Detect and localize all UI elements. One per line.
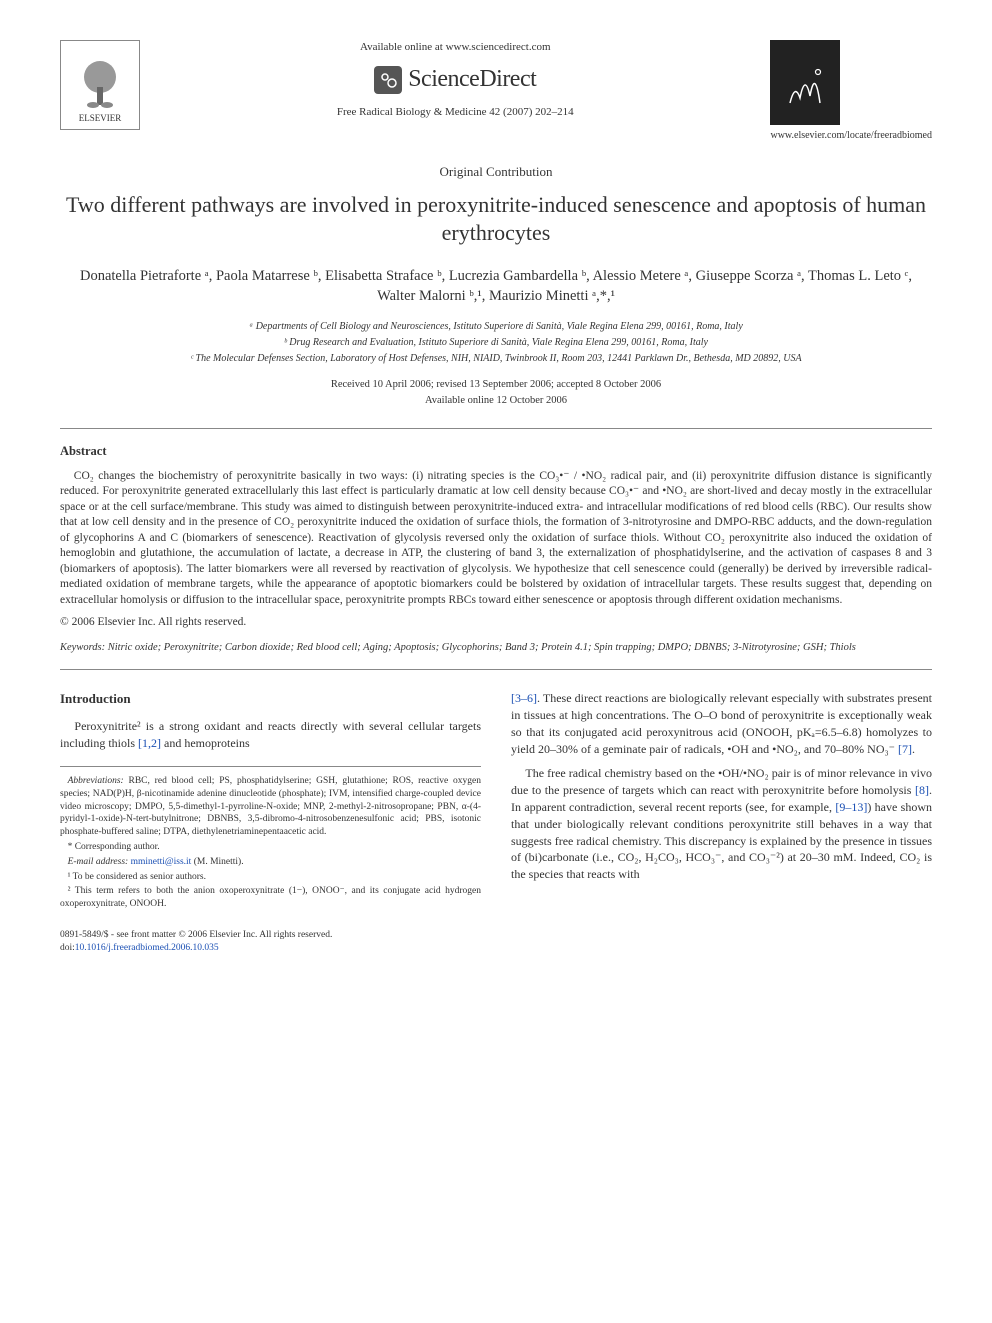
article-dates: Received 10 April 2006; revised 13 Septe… — [60, 377, 932, 409]
footnote-senior: ¹ To be considered as senior authors. — [60, 871, 481, 884]
footnotes-block: Abbreviations: RBC, red blood cell; PS, … — [60, 766, 481, 911]
tree-icon — [75, 57, 125, 112]
footnote-corresponding: * Corresponding author. — [60, 841, 481, 854]
abstract-body: CO₂ changes the biochemistry of peroxyni… — [60, 469, 932, 609]
intro-p1-post: and hemoproteins — [161, 736, 250, 750]
footnote-abbrev: Abbreviations: RBC, red blood cell; PS, … — [60, 775, 481, 839]
affiliation-b: ᵇ Drug Research and Evaluation, Istituto… — [60, 335, 932, 351]
issn-line: 0891-5849/$ - see front matter © 2006 El… — [60, 929, 932, 942]
keywords-label: Keywords: — [60, 642, 105, 653]
dates-online: Available online 12 October 2006 — [60, 393, 932, 409]
intro-col2-p2: The free radical chemistry based on the … — [511, 765, 932, 883]
cite-link-8[interactable]: [8] — [915, 783, 929, 797]
elsevier-label: ELSEVIER — [79, 112, 122, 125]
separator-bottom — [60, 669, 932, 670]
intro-heading: Introduction — [60, 690, 481, 708]
intro-para1: Peroxynitrite² is a strong oxidant and r… — [60, 718, 481, 752]
elsevier-logo: ELSEVIER — [60, 40, 140, 130]
cite-link-7[interactable]: [7] — [898, 742, 912, 756]
email-label: E-mail address: — [68, 857, 131, 867]
footnote-term: ² This term refers to both the anion oxo… — [60, 885, 481, 911]
col2-p1-end: . — [912, 742, 915, 756]
journal-cover-icon — [770, 40, 840, 125]
cite-link-9-13[interactable]: [9–13] — [835, 800, 867, 814]
separator-top — [60, 428, 932, 429]
email-paren: (M. Minetti). — [191, 857, 243, 867]
journal-logo-block: www.elsevier.com/locate/freeradbiomed — [770, 40, 932, 143]
available-online-text: Available online at www.sciencedirect.co… — [140, 40, 770, 55]
sciencedirect-logo: ScienceDirect — [374, 63, 536, 97]
affiliation-c: ᶜ The Molecular Defenses Section, Labora… — [60, 351, 932, 367]
affiliation-a: ᵃ Departments of Cell Biology and Neuros… — [60, 319, 932, 335]
two-column-body: Introduction Peroxynitrite² is a strong … — [60, 690, 932, 913]
intro-p1-pre: Peroxynitrite² is a strong oxidant and r… — [60, 719, 481, 750]
center-header: Available online at www.sciencedirect.co… — [140, 40, 770, 120]
dates-received: Received 10 April 2006; revised 13 Septe… — [60, 377, 932, 393]
cite-link-3-6[interactable]: [3–6] — [511, 691, 537, 705]
authors-list: Donatella Pietraforte ᵃ, Paola Matarrese… — [60, 266, 932, 307]
email-link[interactable]: mminetti@iss.it — [131, 857, 192, 867]
keywords-block: Keywords: Nitric oxide; Peroxynitrite; C… — [60, 641, 932, 656]
article-title: Two different pathways are involved in p… — [60, 191, 932, 246]
cite-link-1-2[interactable]: [1,2] — [138, 736, 161, 750]
col2-p1-text: . These direct reactions are biologicall… — [511, 691, 932, 755]
abbrev-text: RBC, red blood cell; PS, phosphatidylser… — [60, 776, 481, 837]
doi-label: doi: — [60, 943, 75, 953]
abstract-text: CO₂ changes the biochemistry of peroxyni… — [60, 469, 932, 609]
elsevier-logo-block: ELSEVIER — [60, 40, 140, 130]
doi-footer: 0891-5849/$ - see front matter © 2006 El… — [60, 929, 932, 956]
keywords-text: Nitric oxide; Peroxynitrite; Carbon diox… — [108, 642, 856, 653]
header-row: ELSEVIER Available online at www.science… — [60, 40, 932, 143]
col2-p2-pre: The free radical chemistry based on the … — [511, 766, 932, 797]
journal-url: www.elsevier.com/locate/freeradbiomed — [770, 129, 932, 143]
sciencedirect-text: ScienceDirect — [408, 63, 536, 97]
article-type: Original Contribution — [60, 163, 932, 181]
intro-col2-p1: [3–6]. These direct reactions are biolog… — [511, 690, 932, 757]
abbrev-label: Abbreviations: — [68, 776, 124, 786]
journal-citation: Free Radical Biology & Medicine 42 (2007… — [140, 105, 770, 120]
doi-link[interactable]: 10.1016/j.freeradbiomed.2006.10.035 — [75, 943, 219, 953]
footnote-email: E-mail address: mminetti@iss.it (M. Mine… — [60, 856, 481, 869]
abstract-label: Abstract — [60, 443, 932, 461]
sd-icon — [374, 66, 402, 94]
right-column: [3–6]. These direct reactions are biolog… — [511, 690, 932, 913]
abstract-copyright: © 2006 Elsevier Inc. All rights reserved… — [60, 614, 932, 630]
affiliations: ᵃ Departments of Cell Biology and Neuros… — [60, 319, 932, 367]
doi-line: doi:10.1016/j.freeradbiomed.2006.10.035 — [60, 942, 932, 955]
left-column: Introduction Peroxynitrite² is a strong … — [60, 690, 481, 913]
